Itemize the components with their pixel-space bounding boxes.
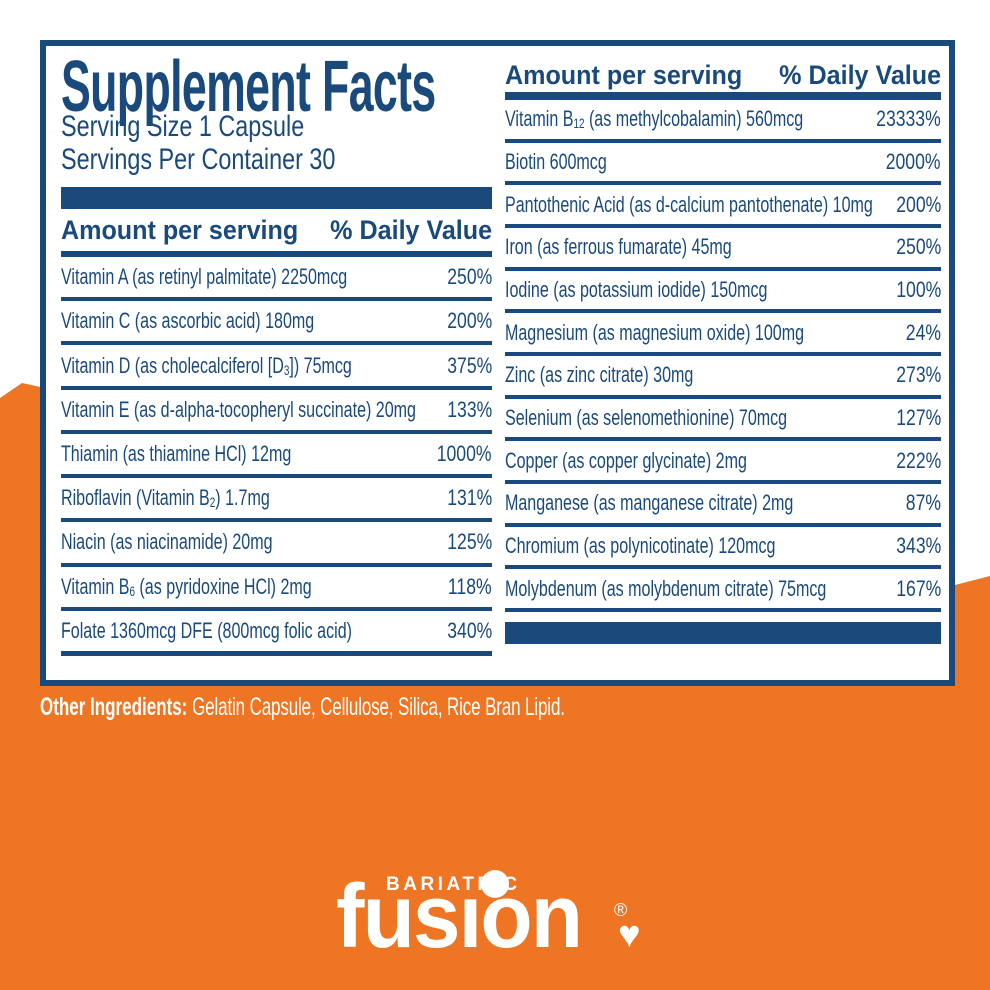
nutrient-name: Magnesium (as magnesium oxide) 100mg bbox=[505, 319, 805, 345]
nutrient-name: Vitamin B6 (as pyridoxine HCl) 2mg bbox=[61, 573, 312, 599]
heart-icon: ♥ bbox=[618, 914, 641, 956]
amount-header-label: Amount per serving bbox=[505, 59, 743, 90]
table-row: Thiamin (as thiamine HCl) 12mg 1000% bbox=[61, 434, 492, 479]
table-row: Iodine (as potassium iodide) 150mcg 100% bbox=[505, 271, 941, 314]
table-row: Iron (as ferrous fumarate) 45mg 250% bbox=[505, 228, 941, 271]
nutrient-name: Chromium (as polynicotinate) 120mcg bbox=[505, 533, 776, 559]
left-column-header: Amount per serving % Daily Value bbox=[61, 213, 492, 247]
daily-value: 200% bbox=[895, 191, 941, 217]
nutrient-name: Manganese (as manganese citrate) 2mg bbox=[505, 490, 794, 516]
nutrient-name: Molybdenum (as molybdenum citrate) 75mcg bbox=[505, 575, 827, 601]
nutrient-name: Iron (as ferrous fumarate) 45mg bbox=[505, 234, 732, 260]
daily-value: 250% bbox=[446, 264, 492, 290]
table-row: Vitamin E (as d-alpha-tocopheryl succina… bbox=[61, 390, 492, 434]
left-divider-bar bbox=[61, 187, 492, 209]
table-row: Vitamin D (as cholecalciferol [D3]) 75mc… bbox=[61, 345, 492, 390]
daily-value: 1000% bbox=[437, 440, 492, 466]
table-row: Folate 1360mcg DFE (800mcg folic acid) 34… bbox=[61, 611, 492, 651]
daily-value: 118% bbox=[448, 573, 492, 599]
other-ingredients-text: Gelatin Capsule, Cellulose, Silica, Rice… bbox=[192, 693, 565, 721]
table-row: Chromium (as polynicotinate) 120mcg 343% bbox=[505, 527, 941, 570]
nutrient-name: Copper (as copper glycinate) 2mg bbox=[505, 447, 747, 473]
left-nutrient-table: Vitamin A (as retinyl palmitate) 2250mcg… bbox=[61, 257, 492, 656]
daily-value: 24% bbox=[905, 319, 941, 345]
other-ingredients: Other Ingredients: Gelatin Capsule, Cell… bbox=[40, 692, 565, 722]
servings-per-container: Servings Per Container 30 bbox=[61, 143, 336, 176]
nutrient-name: Niacin (as niacinamide) 20mg bbox=[61, 529, 273, 555]
daily-value: 167% bbox=[895, 575, 941, 601]
daily-value: 250% bbox=[895, 234, 941, 260]
supplement-facts-panel: Supplement Facts Serving Size 1 Capsule … bbox=[40, 40, 955, 686]
nutrient-name: Selenium (as selenomethionine) 70mcg bbox=[505, 405, 788, 431]
table-row: Molybdenum (as molybdenum citrate) 75mcg… bbox=[505, 569, 941, 613]
table-row: Riboflavin (Vitamin B2) 1.7mg 131% bbox=[61, 478, 492, 523]
logo-i-dot bbox=[481, 870, 509, 898]
right-header-rule bbox=[505, 92, 941, 100]
right-column-header: Amount per serving % Daily Value bbox=[505, 58, 941, 92]
left-header-rule bbox=[61, 251, 492, 257]
daily-value: 133% bbox=[446, 396, 492, 422]
daily-value: 200% bbox=[446, 308, 492, 334]
nutrient-name: Vitamin B12 (as methylcobalamin) 560mcg bbox=[505, 106, 804, 132]
right-nutrient-table: Vitamin B12 (as methylcobalamin) 560mcg 2… bbox=[505, 100, 941, 613]
nutrient-name: Vitamin A (as retinyl palmitate) 2250mcg bbox=[61, 264, 348, 290]
daily-value: 340% bbox=[446, 617, 492, 643]
daily-value-header-label: % Daily Value bbox=[779, 59, 941, 90]
daily-value: 131% bbox=[446, 485, 492, 511]
daily-value-header-label: % Daily Value bbox=[330, 214, 492, 245]
table-row: Biotin 600mcg 2000% bbox=[505, 143, 941, 186]
nutrient-name: Riboflavin (Vitamin B2) 1.7mg bbox=[61, 485, 270, 511]
table-row: Vitamin B6 (as pyridoxine HCl) 2mg 118% bbox=[61, 567, 492, 611]
nutrient-name: Biotin 600mcg bbox=[505, 149, 607, 174]
nutrient-name: Pantothenic Acid (as d-calcium pantothen… bbox=[505, 191, 873, 217]
daily-value: 125% bbox=[446, 529, 492, 555]
daily-value: 375% bbox=[446, 352, 492, 378]
daily-value: 273% bbox=[895, 362, 941, 388]
daily-value: 87% bbox=[905, 490, 941, 516]
table-row: Vitamin A (as retinyl palmitate) 2250mcg… bbox=[61, 257, 492, 302]
daily-value: 23333% bbox=[876, 106, 941, 132]
nutrient-name: Vitamin D (as cholecalciferol [D3]) 75mc… bbox=[61, 352, 352, 378]
nutrient-name: Zinc (as zinc citrate) 30mg bbox=[505, 362, 694, 388]
daily-value: 127% bbox=[895, 405, 941, 431]
table-row: Vitamin C (as ascorbic acid) 180mg 200% bbox=[61, 301, 492, 346]
registered-trademark-icon: ® bbox=[614, 900, 628, 920]
daily-value: 2000% bbox=[886, 149, 941, 174]
logo-wordmark: fusıon bbox=[336, 867, 583, 967]
nutrient-name: Vitamin E (as d-alpha-tocopheryl succina… bbox=[61, 396, 416, 422]
amount-header-label: Amount per serving bbox=[61, 214, 299, 245]
table-row: Copper (as copper glycinate) 2mg 222% bbox=[505, 441, 941, 485]
table-row: Magnesium (as magnesium oxide) 100mg 24% bbox=[505, 313, 941, 357]
table-row: Zinc (as zinc citrate) 30mg 273% bbox=[505, 356, 941, 399]
table-row: Manganese (as manganese citrate) 2mg 87% bbox=[505, 484, 941, 527]
nutrient-name: Vitamin C (as ascorbic acid) 180mg bbox=[61, 308, 315, 334]
table-row: Vitamin B12 (as methylcobalamin) 560mcg 2… bbox=[505, 100, 941, 143]
daily-value: 222% bbox=[895, 447, 941, 473]
serving-size: Serving Size 1 Capsule bbox=[61, 110, 305, 143]
right-end-bar bbox=[505, 622, 941, 644]
table-row: Selenium (as selenomethionine) 70mcg 127% bbox=[505, 399, 941, 442]
other-ingredients-label: Other Ingredients: bbox=[40, 693, 188, 721]
daily-value: 343% bbox=[895, 533, 941, 559]
nutrient-name: Folate 1360mcg DFE (800mcg folic acid) bbox=[61, 617, 352, 643]
table-row: Niacin (as niacinamide) 20mg 125% bbox=[61, 522, 492, 567]
brand-logo: BARIATRIC fusıon ® ♥ bbox=[330, 864, 670, 976]
panel-title: Supplement Facts bbox=[61, 47, 436, 127]
nutrient-name: Thiamin (as thiamine HCl) 12mg bbox=[61, 440, 292, 466]
daily-value: 100% bbox=[895, 277, 941, 303]
table-row: Pantothenic Acid (as d-calcium pantothen… bbox=[505, 185, 941, 229]
nutrient-name: Iodine (as potassium iodide) 150mcg bbox=[505, 277, 768, 303]
